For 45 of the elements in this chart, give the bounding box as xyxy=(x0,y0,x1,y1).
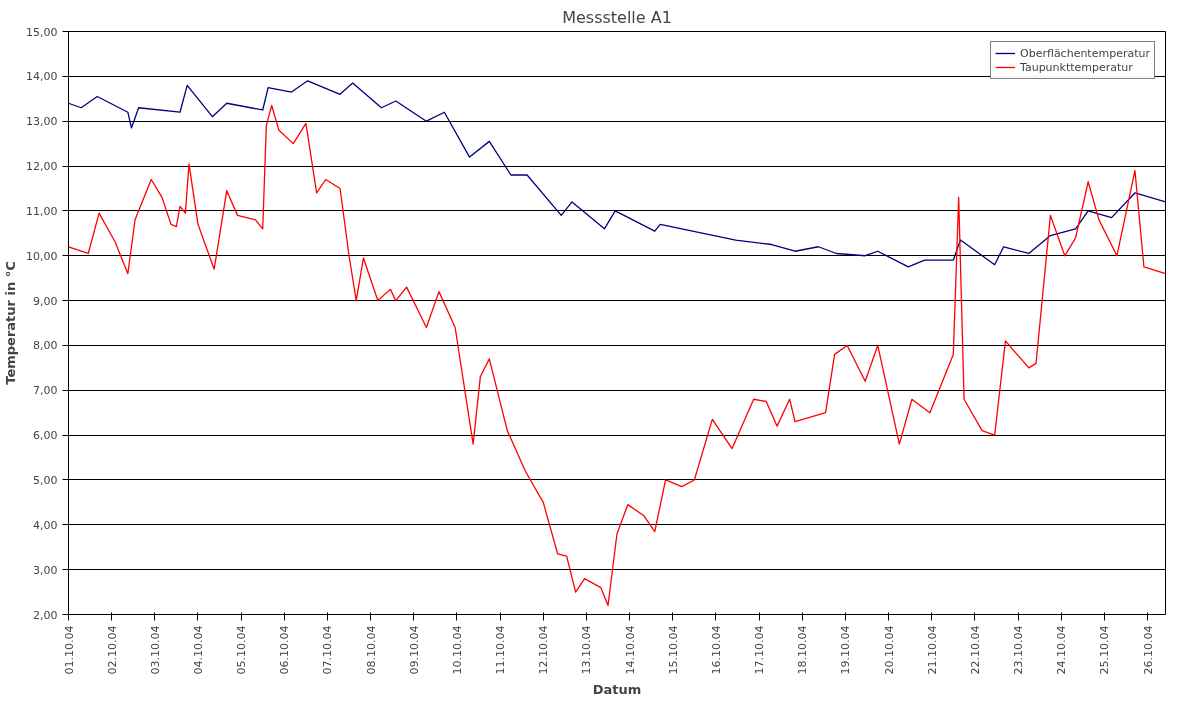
x-tick-label: 10.10.04 xyxy=(450,625,464,675)
y-tick-label: 5,00 xyxy=(33,473,58,487)
y-tick-label: 12,00 xyxy=(26,160,58,174)
x-tick-label: 23.10.04 xyxy=(1012,625,1026,675)
x-tick-label: 06.10.04 xyxy=(278,625,292,675)
x-tick-label: 14.10.04 xyxy=(623,625,637,675)
x-tick-label: 25.10.04 xyxy=(1098,625,1112,675)
x-tick-label: 22.10.04 xyxy=(968,625,982,675)
x-tick-label: 24.10.04 xyxy=(1055,625,1069,675)
x-axis-title: Datum xyxy=(592,682,642,698)
y-tick-label: 2,00 xyxy=(33,608,58,622)
x-tick-label: 04.10.04 xyxy=(191,625,205,675)
chart-title: Messstelle A1 xyxy=(562,7,672,27)
y-tick-label: 8,00 xyxy=(33,339,58,353)
y-axis-title: Temperatur in °C xyxy=(3,261,19,385)
x-tick-label: 05.10.04 xyxy=(235,625,249,675)
y-tick-label: 4,00 xyxy=(33,518,58,532)
y-tick-label: 6,00 xyxy=(33,429,58,443)
x-tick-label: 20.10.04 xyxy=(882,625,896,675)
y-tick-label: 14,00 xyxy=(26,70,58,84)
x-tick-label: 01.10.04 xyxy=(62,625,76,675)
x-tick-label: 03.10.04 xyxy=(148,625,162,675)
x-tick-label: 07.10.04 xyxy=(321,625,335,675)
legend-label: Oberflächentemperatur xyxy=(1020,46,1150,60)
x-tick-label: 15.10.04 xyxy=(666,625,680,675)
x-tick-label: 02.10.04 xyxy=(105,625,119,675)
y-tick-label: 13,00 xyxy=(26,115,58,129)
y-tick-label: 7,00 xyxy=(33,384,58,398)
x-tick-label: 08.10.04 xyxy=(364,625,378,675)
y-tick-label: 3,00 xyxy=(33,563,58,577)
y-tick-label: 9,00 xyxy=(33,294,58,308)
x-tick-label: 26.10.04 xyxy=(1141,625,1155,675)
x-tick-label: 11.10.04 xyxy=(494,625,508,675)
y-tick-label: 15,00 xyxy=(26,25,58,39)
x-tick-label: 19.10.04 xyxy=(839,625,853,675)
x-tick-label: 16.10.04 xyxy=(709,625,723,675)
x-tick-label: 09.10.04 xyxy=(407,625,421,675)
y-tick-label: 10,00 xyxy=(26,249,58,263)
x-tick-label: 21.10.04 xyxy=(925,625,939,675)
x-tick-label: 12.10.04 xyxy=(537,625,551,675)
x-tick-label: 13.10.04 xyxy=(580,625,594,675)
legend-label: Taupunkttemperatur xyxy=(1020,60,1133,74)
y-tick-label: 11,00 xyxy=(26,204,58,218)
x-tick-label: 17.10.04 xyxy=(753,625,767,675)
x-tick-label: 18.10.04 xyxy=(796,625,810,675)
